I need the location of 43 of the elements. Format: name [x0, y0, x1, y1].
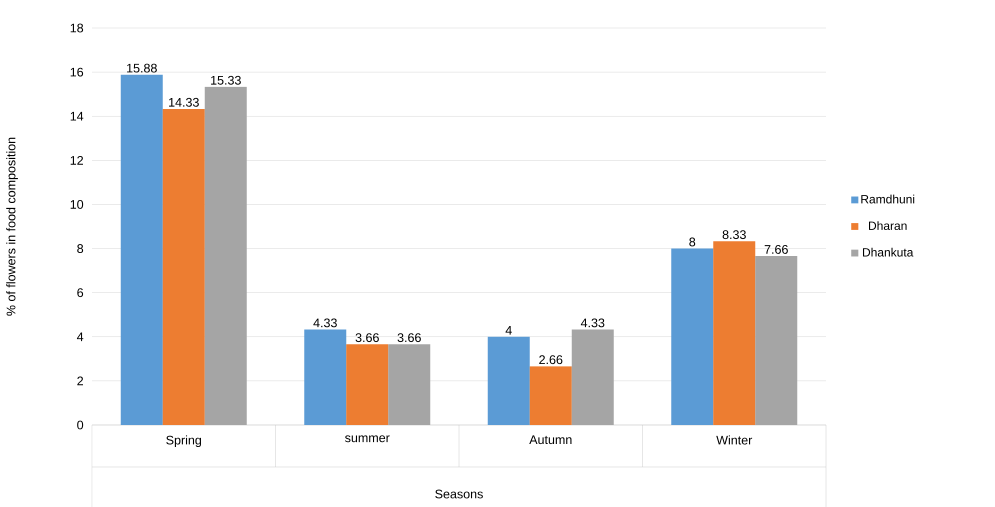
bar [120, 74, 163, 425]
data-label: 4.33 [313, 318, 337, 328]
y-tick-label: 12 [70, 156, 84, 165]
data-label: 4 [506, 326, 512, 335]
x-axis-title: Seasons [435, 490, 483, 498]
bar [488, 336, 530, 425]
x-tick-label: Autumn [529, 435, 572, 444]
y-axis-title: % of flowers in food composition [6, 138, 18, 316]
legend-label: Ramdhuni [861, 194, 914, 204]
data-label: 4.33 [580, 318, 604, 328]
y-tick-label: 0 [77, 420, 84, 430]
y-tick-label: 14 [70, 112, 84, 121]
data-label: 14.33 [169, 98, 199, 107]
bar [388, 344, 430, 425]
y-tick-label: 4 [76, 332, 84, 342]
data-label: 7.66 [764, 245, 788, 254]
y-tick-label: 10 [70, 200, 84, 209]
legend-label: Dharan [868, 221, 907, 230]
legend-label: Dhankuta [862, 248, 914, 257]
bar [304, 330, 346, 425]
x-tick-label: Winter [716, 435, 752, 445]
bar [346, 344, 388, 425]
data-label: 2.66 [539, 355, 562, 364]
data-label: 3.66 [356, 333, 379, 342]
bar [671, 248, 714, 425]
x-tick-label: Spring [166, 435, 202, 448]
y-tick-label: 16 [70, 68, 84, 77]
data-label: 15.33 [211, 76, 241, 85]
y-tick-label: 6 [77, 288, 84, 298]
bar [713, 241, 756, 425]
bar [204, 86, 247, 425]
y-tick-label: 8 [77, 244, 84, 253]
data-label: 8.33 [722, 230, 746, 240]
data-label: 15.88 [127, 64, 157, 73]
bar [572, 330, 614, 425]
y-tick-label: 18 [70, 24, 84, 32]
x-tick-label: summer [345, 435, 390, 442]
bar [162, 108, 205, 425]
y-tick-label: 2 [77, 376, 84, 386]
data-label: 8 [689, 238, 696, 246]
bar [755, 256, 798, 425]
data-label: 3.66 [398, 333, 421, 342]
bar [530, 366, 572, 425]
